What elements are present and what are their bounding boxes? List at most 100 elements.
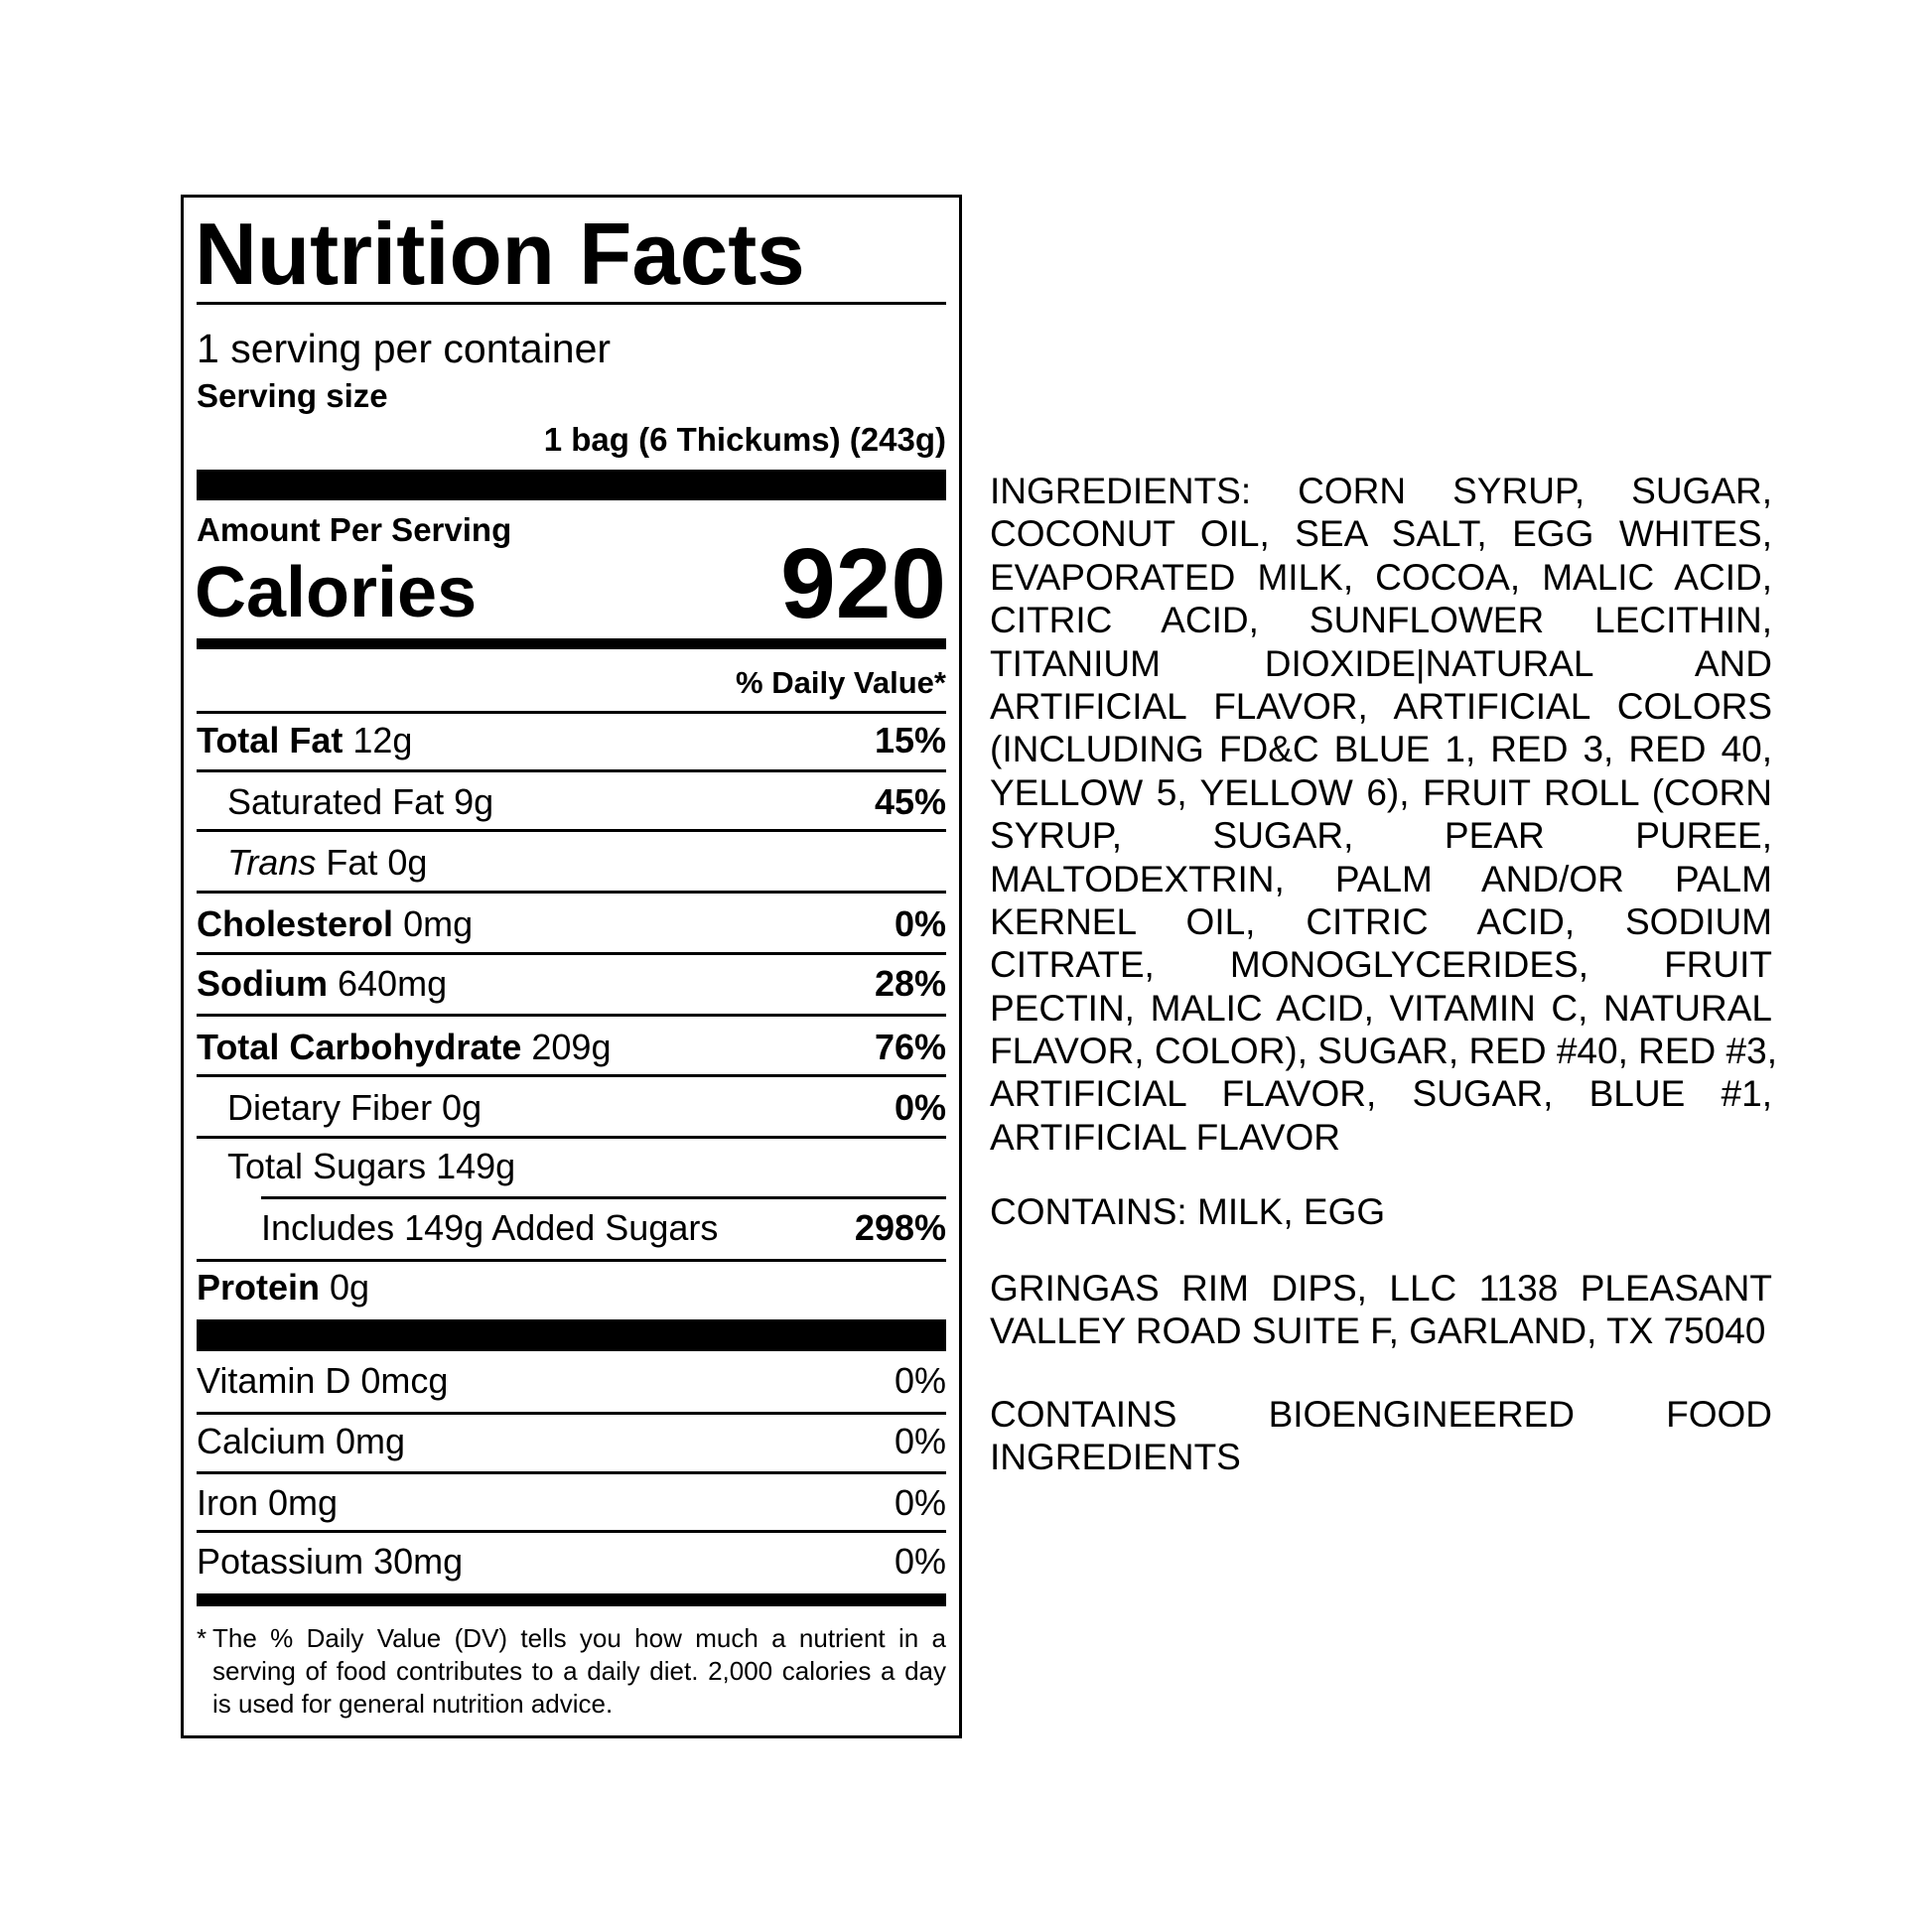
divider [197, 891, 946, 894]
vitamin-dv: 0% [894, 1421, 946, 1461]
vitamin-row-potassium: Potassium 30mg 0% [197, 1542, 946, 1582]
divider [197, 1014, 946, 1017]
nutrient-name: Includes 149g Added Sugars [261, 1207, 719, 1248]
nutrition-facts-panel [181, 195, 962, 1738]
footnote-line: serving of food contributes to a daily d… [212, 1656, 946, 1686]
nutrient-dv: 28% [874, 963, 946, 1004]
nutrient-row-protein: Protein 0g [197, 1268, 946, 1308]
vitamin-dv: 0% [894, 1482, 946, 1523]
ingredients-line: EVAPORATED MILK, COCOA, MALIC ACID, [990, 556, 1772, 598]
calories-label: Calories [195, 553, 478, 632]
allergen-statement: CONTAINS: MILK, EGG [990, 1190, 1772, 1233]
calories-value: 920 [780, 528, 946, 639]
nutrient-row-total-sugars: Total Sugars 149g [197, 1147, 946, 1186]
nutrient-row-total-fat: Total Fat 12g 15% [197, 721, 946, 760]
bioengineered-line: CONTAINS BIOENGINEERED FOOD [990, 1394, 1772, 1435]
nutrient-amount: 0g [330, 1267, 370, 1308]
ingredients-line: (INCLUDING FD&C BLUE 1, RED 3, RED 40, [990, 729, 1772, 770]
vitamin-row-vitamin-d: Vitamin D 0mcg 0% [197, 1361, 946, 1401]
ingredients-line: MALTODEXTRIN, PALM AND/OR PALM [990, 858, 1772, 899]
ingredients-line: ARTIFICIAL FLAVOR, SUGAR, BLUE #1, [990, 1073, 1772, 1115]
ingredients-line: FLAVOR, COLOR), SUGAR, RED #40, RED #3, [990, 1031, 1777, 1072]
divider [197, 952, 946, 955]
divider [197, 711, 946, 714]
footnote-line: is used for general nutrition advice. [212, 1689, 614, 1719]
nutrient-name: Saturated Fat 9g [227, 781, 494, 822]
ingredients-line: CITRIC ACID, SUNFLOWER LECITHIN, [990, 600, 1772, 641]
bioengineered-line: INGREDIENTS [990, 1437, 1241, 1478]
ingredients-line: COCONUT OIL, SEA SALT, EGG WHITES, [990, 513, 1772, 555]
contains-line: CONTAINS: MILK, EGG [990, 1191, 1386, 1232]
nutrient-dv: 0% [894, 903, 946, 944]
vitamin-dv: 0% [894, 1360, 946, 1401]
manufacturer-address: GRINGAS RIM DIPS, LLC 1138 PLEASANT VALL… [990, 1267, 1772, 1353]
serving-size-label: Serving size [197, 377, 388, 414]
divider [261, 1196, 946, 1199]
ingredients-line: ARTIFICIAL FLAVOR, ARTIFICIAL COLORS [990, 685, 1772, 727]
nutrient-row-sodium: Sodium 640mg 28% [197, 964, 946, 1004]
nutrient-amount: 0mg [403, 903, 474, 944]
nutrient-dv: 0% [894, 1087, 946, 1128]
divider [197, 302, 946, 305]
nutrient-name: Sodium [197, 963, 328, 1004]
divider [197, 1259, 946, 1262]
divider [197, 769, 946, 772]
divider [197, 1136, 946, 1139]
nutrient-name: Total Carbohydrate [197, 1027, 522, 1067]
vitamin-name: Potassium 30mg [197, 1541, 464, 1582]
nutrient-row-cholesterol: Cholesterol 0mg 0% [197, 904, 946, 944]
nutrient-row-saturated-fat: Saturated Fat 9g 45% [197, 782, 946, 822]
thick-divider [197, 470, 946, 500]
nutrient-dv: 298% [854, 1207, 946, 1248]
ingredients-line: TITANIUM DIOXIDE|NATURAL AND [990, 642, 1772, 684]
amount-per-serving: Amount Per Serving [197, 511, 512, 548]
nutrient-amount: 12g [352, 720, 413, 760]
ingredients-line: INGREDIENTS: CORN SYRUP, SUGAR, [990, 471, 1772, 511]
ingredients-line: PECTIN, MALIC ACID, VITAMIN C, NATURAL [990, 987, 1772, 1029]
vitamin-name: Vitamin D 0mcg [197, 1360, 449, 1401]
nutrient-name: Cholesterol [197, 903, 394, 944]
vitamin-name: Calcium 0mg [197, 1421, 406, 1461]
nutrient-amount: 640mg [338, 963, 448, 1004]
nutrient-name: Total Fat [197, 720, 344, 760]
bioengineered-statement: CONTAINS BIOENGINEERED FOOD INGREDIENTS [990, 1393, 1772, 1479]
serving-size-value: 1 bag (6 Thickums) (243g) [543, 421, 946, 458]
thick-divider [197, 1593, 946, 1606]
vitamin-row-iron: Iron 0mg 0% [197, 1483, 946, 1523]
footnote-marker: * [197, 1623, 207, 1653]
vitamin-dv: 0% [894, 1541, 946, 1582]
nutrient-row-total-carbohydrate: Total Carbohydrate 209g 76% [197, 1028, 946, 1067]
nutrient-name: Total Sugars 149g [227, 1146, 516, 1186]
thick-divider [197, 1319, 946, 1351]
ingredients-line: YELLOW 5, YELLOW 6), FRUIT ROLL (CORN [990, 771, 1772, 813]
divider [197, 1471, 946, 1474]
nutrient-name: Protein [197, 1267, 321, 1308]
nutrient-amount: 209g [531, 1027, 612, 1067]
thick-divider [197, 638, 946, 649]
daily-value-footnote: * The % Daily Value (DV) tells you how m… [197, 1622, 946, 1721]
nutrient-row-added-sugars: Includes 149g Added Sugars 298% [197, 1208, 946, 1248]
divider [197, 1530, 946, 1533]
ingredients-line: ARTIFICIAL FLAVOR [990, 1116, 1340, 1158]
divider [197, 829, 946, 832]
nutrient-dv: 76% [874, 1027, 946, 1067]
ingredients-line: KERNEL OIL, CITRIC ACID, SODIUM [990, 900, 1772, 942]
nutrient-name: Fat 0g [326, 842, 428, 883]
ingredients-line: CITRATE, MONOGLYCERIDES, FRUIT [990, 944, 1772, 986]
ingredients-line: SYRUP, SUGAR, PEAR PUREE, [990, 815, 1772, 857]
nutrition-facts-title: Nutrition Facts [195, 205, 805, 303]
nutrient-dv: 15% [874, 720, 946, 760]
vitamin-name: Iron 0mg [197, 1482, 339, 1523]
vitamin-row-calcium: Calcium 0mg 0% [197, 1422, 946, 1461]
address-line: GRINGAS RIM DIPS, LLC 1138 PLEASANT [990, 1268, 1772, 1309]
servings-per-container: 1 serving per container [197, 326, 612, 371]
divider [197, 1412, 946, 1415]
ingredients-list: INGREDIENTS: CORN SYRUP, SUGAR, COCONUT … [990, 470, 1777, 1159]
address-line: VALLEY ROAD SUITE F, GARLAND, TX 75040 [990, 1311, 1766, 1352]
nutrient-dv: 45% [874, 781, 946, 822]
nutrient-name-italic: Trans [227, 842, 317, 883]
divider [197, 1074, 946, 1077]
daily-value-header: % Daily Value* [736, 665, 946, 700]
nutrient-row-trans-fat: Trans Fat 0g [197, 843, 946, 883]
footnote-line: The % Daily Value (DV) tells you how muc… [212, 1623, 946, 1653]
